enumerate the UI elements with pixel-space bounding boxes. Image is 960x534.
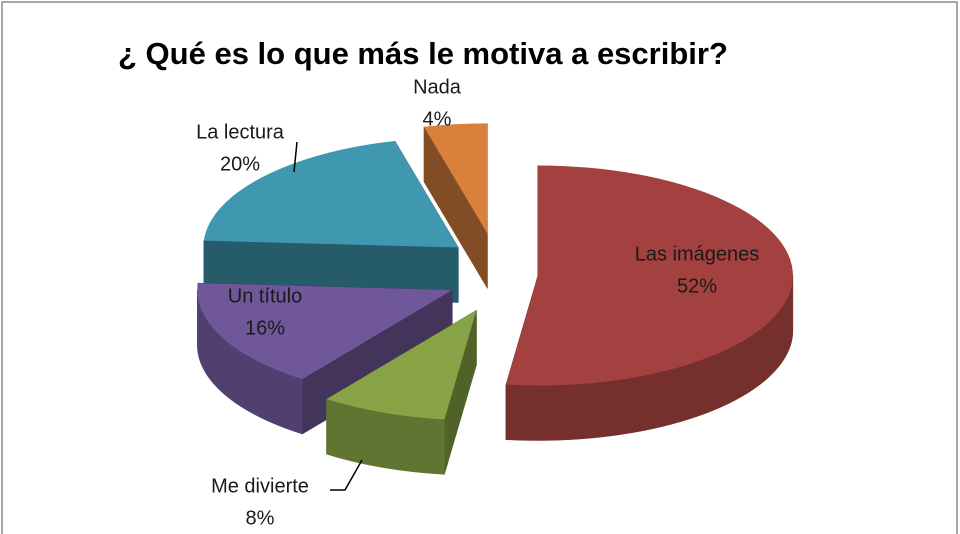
chart-title: ¿ Qué es lo que más le motiva a escribir…	[118, 36, 728, 71]
slice	[505, 165, 793, 386]
slice-value-label: 4%	[423, 108, 452, 130]
slice	[197, 283, 453, 380]
slice-label: La lectura	[196, 121, 285, 143]
slice-value-label: 16%	[245, 317, 285, 339]
slice	[423, 123, 488, 234]
slice-label: Un título	[228, 285, 302, 307]
leader-line	[293, 141, 298, 173]
slice-value-label: 8%	[246, 507, 275, 529]
slice	[326, 310, 477, 420]
labels: Las imágenes 52% Me divierte 8% Un título 16%…	[196, 76, 759, 529]
leader-line	[330, 459, 363, 491]
slice-label: Nada	[413, 76, 462, 98]
slice-label: Me divierte	[211, 475, 309, 497]
slice-value-label: 52%	[677, 275, 717, 297]
pie	[197, 123, 794, 475]
slice-label: Las imágenes	[635, 243, 760, 265]
slice	[203, 140, 459, 248]
slice-value-label: 20%	[220, 153, 260, 175]
